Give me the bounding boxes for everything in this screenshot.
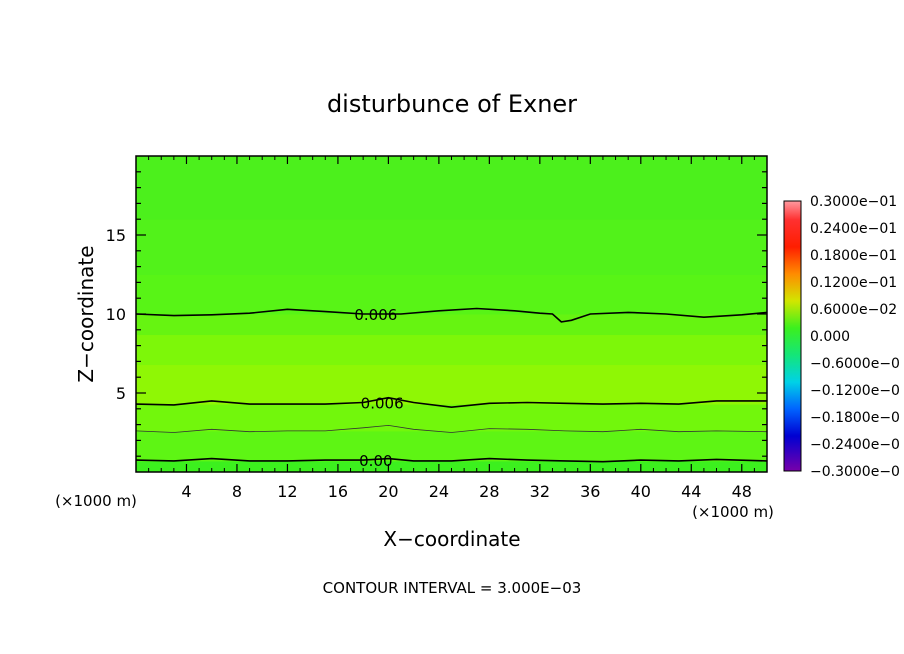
contour-label-3: 0.00 bbox=[359, 452, 392, 470]
y-tick-label: 15 bbox=[106, 226, 126, 245]
contour-line-2 bbox=[136, 424, 767, 433]
chart-title: disturbunce of Exner bbox=[327, 90, 577, 118]
filled-contour-bands bbox=[136, 156, 767, 472]
band-1 bbox=[136, 430, 767, 462]
band-0 bbox=[136, 460, 767, 472]
band-6 bbox=[136, 274, 767, 315]
colorbar-label: 0.2400e−01 bbox=[810, 221, 897, 237]
x-tick-label: 28 bbox=[479, 482, 499, 501]
contour-label-0: 0.006 bbox=[354, 306, 397, 324]
band-8 bbox=[136, 156, 767, 220]
x-axis-label: X−coordinate bbox=[383, 527, 520, 551]
band-3 bbox=[136, 364, 767, 405]
colorbar-label: 0.000 bbox=[810, 329, 850, 345]
y-tick-label: 5 bbox=[116, 384, 126, 403]
band-4 bbox=[136, 334, 767, 366]
x-tick-label: 36 bbox=[580, 482, 600, 501]
colorbar-label: −0.1800e−0 bbox=[810, 410, 900, 426]
x-tick-label: 12 bbox=[277, 482, 297, 501]
colorbar-label: −0.1200e−0 bbox=[810, 383, 900, 399]
colorbar-label: 0.1200e−01 bbox=[810, 275, 897, 291]
colorbar bbox=[783, 200, 802, 472]
contour-label-1: 0.006 bbox=[361, 394, 404, 412]
contour-lines: 0.006 0.006 0.00 bbox=[136, 306, 767, 470]
x-tick-label: 44 bbox=[681, 482, 701, 501]
colorbar-label: −0.3000e−0 bbox=[810, 464, 900, 480]
contour-interval-note: CONTOUR INTERVAL = 3.000E−03 bbox=[323, 579, 582, 597]
x-tick-label: 32 bbox=[530, 482, 550, 501]
y-axis-label: Z−coordinate bbox=[74, 245, 98, 382]
x-axis-ticks: 4 8 12 16 20 24 28 32 36 40 44 48 bbox=[148, 156, 755, 501]
x-unit-right-label: (×1000 m) bbox=[692, 503, 774, 521]
x-tick-label: 20 bbox=[378, 482, 398, 501]
band-2 bbox=[136, 404, 767, 432]
contour-line-0 bbox=[136, 307, 767, 323]
x-tick-label: 8 bbox=[232, 482, 242, 501]
y-axis-ticks: 5 10 15 bbox=[106, 171, 767, 457]
x-tick-label: 24 bbox=[429, 482, 449, 501]
colorbar-label: −0.6000e−0 bbox=[810, 356, 900, 372]
colorbar-label: 0.6000e−02 bbox=[810, 302, 897, 318]
band-5 bbox=[136, 314, 767, 336]
colorbar-labels: 0.3000e−01 0.2400e−01 0.1800e−01 0.1200e−01… bbox=[810, 194, 900, 480]
x-tick-label: 16 bbox=[328, 482, 348, 501]
band-7 bbox=[136, 219, 767, 275]
colorbar-label: −0.2400e−0 bbox=[810, 437, 900, 453]
x-tick-label: 4 bbox=[181, 482, 191, 501]
y-tick-label: 10 bbox=[106, 305, 126, 324]
colorbar-label: 0.3000e−01 bbox=[810, 194, 897, 210]
x-unit-left-label: (×1000 m) bbox=[55, 492, 137, 510]
x-tick-label: 48 bbox=[732, 482, 752, 501]
colorbar-label: 0.1800e−01 bbox=[810, 248, 897, 264]
contour-line-3 bbox=[136, 457, 767, 463]
x-tick-label: 40 bbox=[631, 482, 651, 501]
contour-line-1 bbox=[136, 396, 767, 409]
